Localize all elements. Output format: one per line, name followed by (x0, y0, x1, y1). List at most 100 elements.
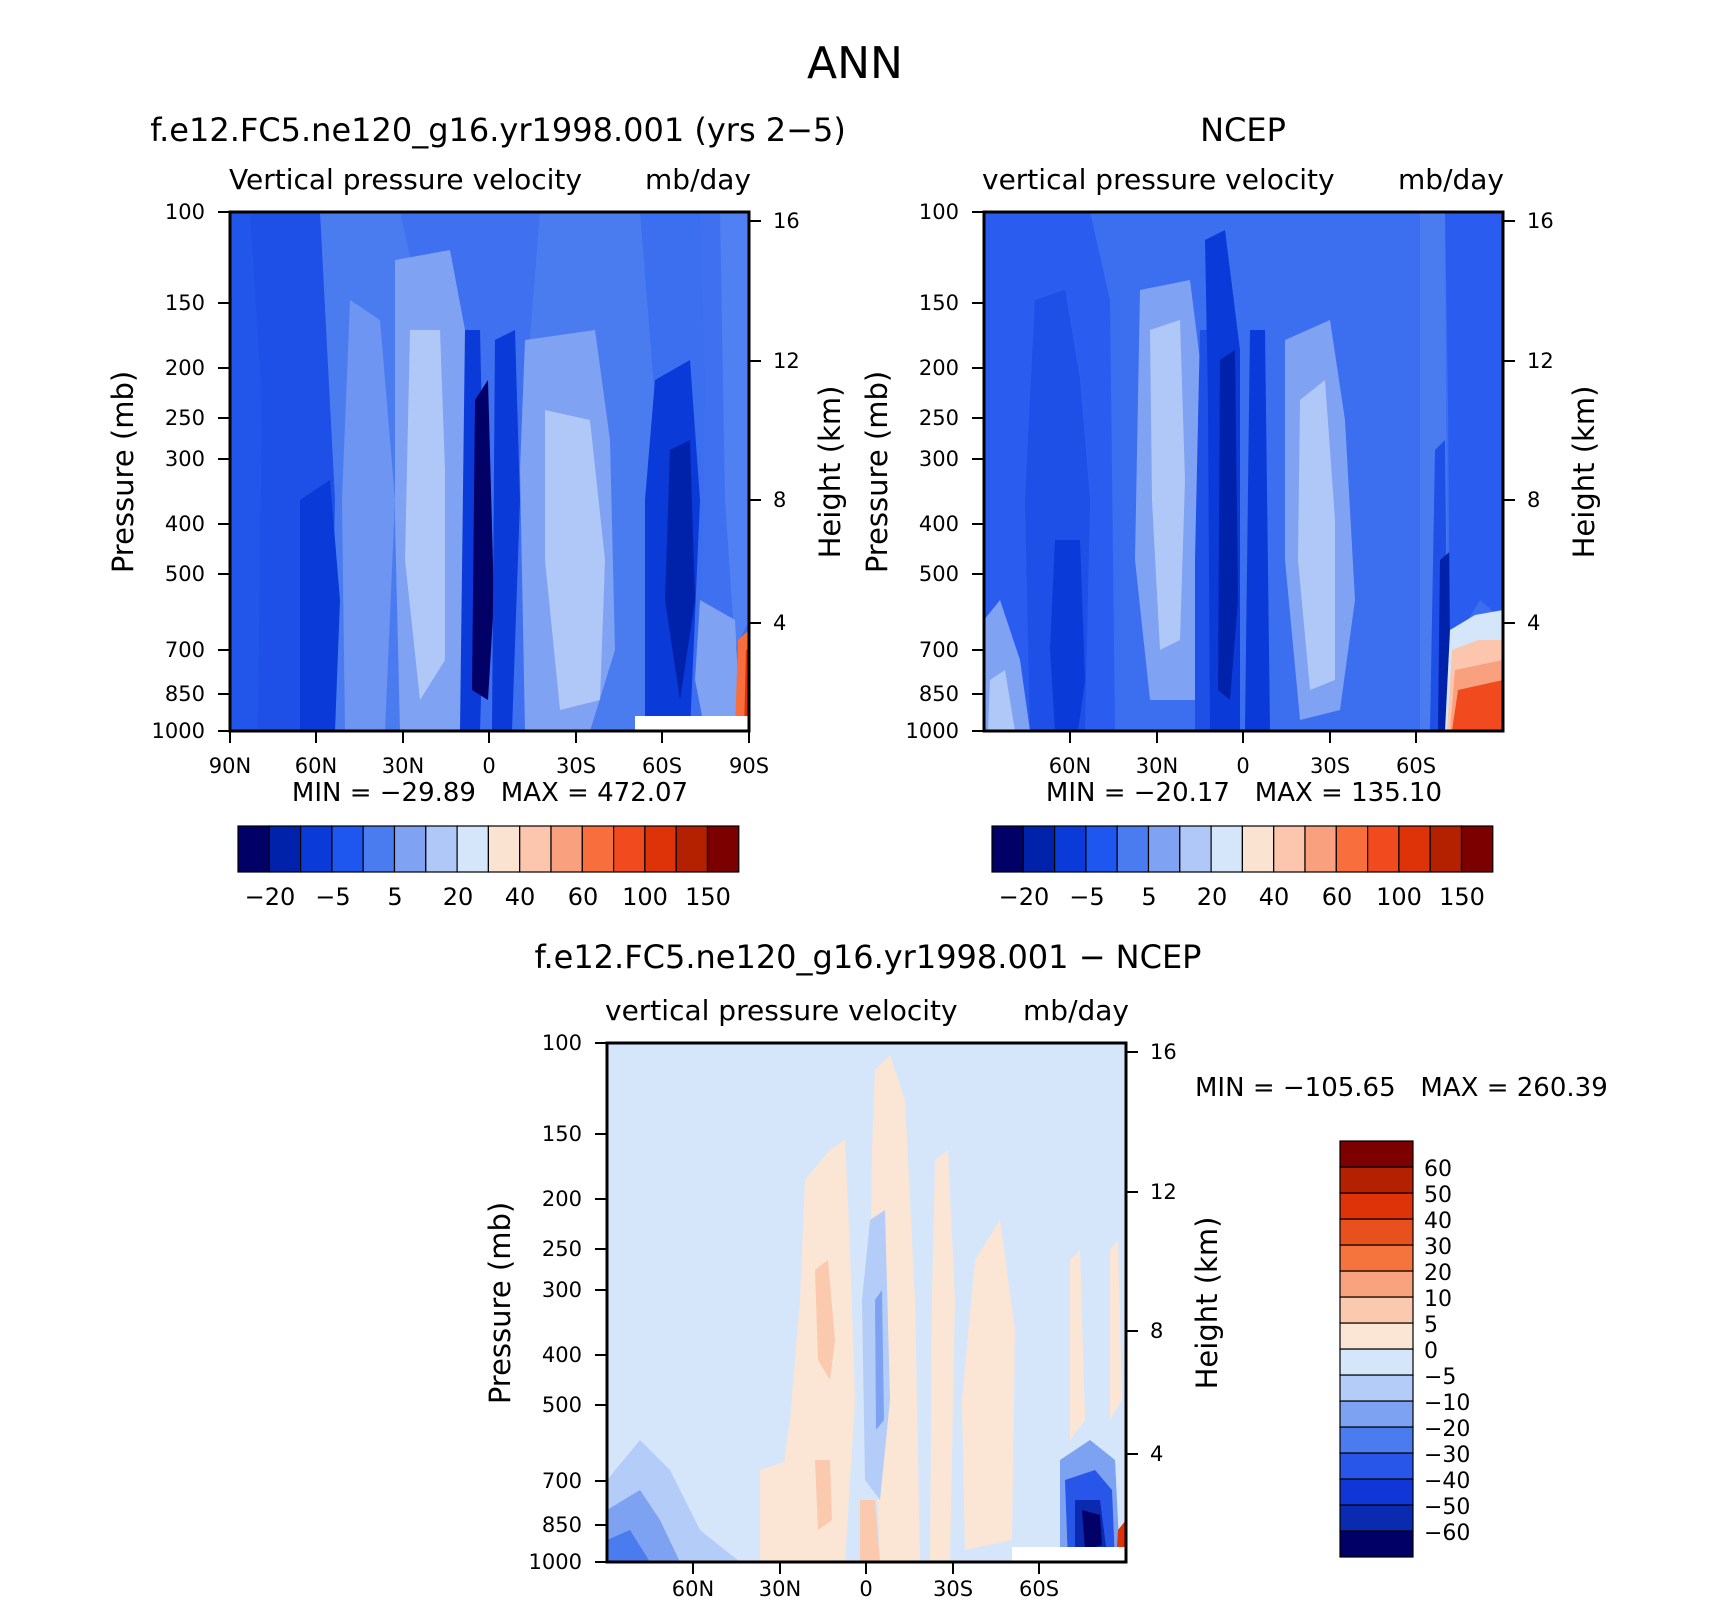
colorbar-bin (1116, 825, 1150, 873)
panel-diff-colorbar-label: −10 (1424, 1391, 1470, 1416)
panel-diff-ylabel: Pressure (mb) (483, 1202, 517, 1404)
panel-model-colorbar-label: 100 (622, 883, 668, 911)
colorbar-bin (1339, 1166, 1414, 1194)
panel-diff-colorbar-label: 10 (1424, 1287, 1452, 1312)
colorbar-bin (331, 825, 364, 873)
colorbar-bin (519, 825, 552, 873)
colorbar-bin (1339, 1530, 1414, 1558)
panel-model-colorbar-label: 5 (387, 883, 402, 911)
colorbar-bin (1339, 1426, 1414, 1454)
colorbar-bin (1022, 825, 1056, 873)
panel-ncep-title: NCEP (1200, 111, 1286, 149)
panel-ncep-ylabel: Pressure (mb) (860, 371, 894, 573)
panel-ncep-x-ticks: 60N 30N 0 30S 60S (1049, 731, 1436, 778)
panel-diff-y-ticks: 100 150 200 250 300 400 500 700 850 1000… (529, 1031, 1177, 1574)
panel-model-height-tick: 8 (773, 488, 786, 512)
panel-diff-ylabel-right: Height (km) (1190, 1217, 1224, 1390)
panel-diff-height-tick: 12 (1150, 1180, 1177, 1204)
panel-model-height-tick: 16 (773, 209, 800, 233)
panel-model-title: f.e12.FC5.ne120_g16.yr1998.001 (yrs 2−5) (150, 111, 846, 149)
panel-ncep-colorbar-label: 5 (1141, 883, 1156, 911)
panel-diff: f.e12.FC5.ne120_g16.yr1998.001 − NCEP ve… (483, 938, 1608, 1601)
colorbar-bin (456, 825, 490, 873)
panel-ncep-xtick: 60N (1049, 754, 1091, 778)
panel-ncep-colorbar-label: 20 (1197, 883, 1228, 911)
panel-model-subtitle-right: mb/day (645, 163, 751, 196)
panel-diff-ytick: 150 (542, 1122, 582, 1146)
colorbar-bin (1339, 1322, 1414, 1350)
panel-model-colorbar-label: −5 (315, 883, 350, 911)
colorbar-bin (1339, 1374, 1414, 1402)
panel-ncep-ytick: 250 (919, 406, 959, 430)
panel-model-xtick: 30N (382, 754, 424, 778)
panel-model-colorbar-label: −20 (245, 883, 296, 911)
colorbar-bin (487, 825, 521, 873)
panel-diff-colorbar-label: −60 (1424, 1521, 1470, 1546)
panel-model-ylabel: Pressure (mb) (106, 371, 140, 573)
panel-model-xtick: 60N (295, 754, 337, 778)
panel-diff-ytick: 200 (542, 1187, 582, 1211)
panel-ncep-xtick: 0 (1236, 754, 1249, 778)
panel-diff-ytick: 250 (542, 1237, 582, 1261)
colorbar-bin (425, 825, 458, 873)
panel-model-ytick: 700 (165, 638, 205, 662)
panel-ncep-stats: MIN = −20.17 MAX = 135.10 (1046, 778, 1442, 808)
panel-ncep-y-ticks: 100 150 200 250 300 400 500 700 850 1000… (906, 200, 1554, 743)
panel-diff-colorbar: 60 50 40 30 20 10 5 0 −5 −10 −20 −30 −40… (1339, 1140, 1470, 1558)
figure-title: ANN (807, 38, 903, 89)
panel-diff-x-ticks: 60N 30N 0 30S 60S (672, 1562, 1059, 1601)
panel-diff-colorbar-label: −5 (1424, 1365, 1456, 1390)
panel-ncep-colorbar-label: −5 (1069, 883, 1104, 911)
panel-model-colorbar-label: 150 (685, 883, 731, 911)
panel-model-colorbar-label: 40 (505, 883, 536, 911)
panel-ncep-colorbar: −20 −5 5 20 40 60 100 150 (991, 825, 1494, 911)
panel-model-xtick: 90S (729, 754, 769, 778)
panel-ncep-xtick: 30S (1310, 754, 1350, 778)
panel-diff-xtick: 0 (859, 1577, 872, 1601)
colorbar-bin (299, 825, 333, 873)
colorbar-bin (1339, 1218, 1414, 1246)
panel-model-ytick: 300 (165, 447, 205, 471)
panel-model-xtick: 0 (482, 754, 495, 778)
colorbar-bin (1339, 1244, 1414, 1272)
panel-diff-xtick: 30S (933, 1577, 973, 1601)
colorbar-bin (1339, 1400, 1414, 1428)
panel-ncep-colorbar-label: −20 (999, 883, 1050, 911)
panel-model-ytick: 1000 (152, 719, 205, 743)
panel-ncep: NCEP vertical pressure velocity mb/day (860, 111, 1601, 911)
panel-diff-height-tick: 8 (1150, 1319, 1163, 1343)
colorbar-bin (644, 825, 677, 873)
colorbar-bin (1339, 1478, 1414, 1506)
colorbar-bin (1335, 825, 1369, 873)
panel-ncep-xtick: 30N (1136, 754, 1178, 778)
panel-diff-title: f.e12.FC5.ne120_g16.yr1998.001 − NCEP (535, 938, 1202, 976)
colorbar-bin (362, 825, 396, 873)
panel-ncep-ytick: 500 (919, 562, 959, 586)
panel-diff-stats: MIN = −105.65 MAX = 260.39 (1195, 1073, 1608, 1103)
panel-diff-xtick: 30N (759, 1577, 801, 1601)
colorbar-bin (1210, 825, 1244, 873)
panel-ncep-height-tick: 12 (1527, 349, 1554, 373)
colorbar-bin (1179, 825, 1212, 873)
panel-diff-subtitle-left: vertical pressure velocity (605, 994, 958, 1027)
panel-diff-xtick: 60S (1019, 1577, 1059, 1601)
panel-diff-colorbar-label: 60 (1424, 1157, 1452, 1182)
panel-model-colorbar: −20 −5 5 20 40 60 100 150 (237, 825, 740, 911)
colorbar-bin (1241, 825, 1275, 873)
panel-model-xtick: 30S (556, 754, 596, 778)
panel-model-colorbar-label: 20 (443, 883, 474, 911)
panel-diff-colorbar-label: 40 (1424, 1209, 1452, 1234)
panel-diff-colorbar-label: 5 (1424, 1313, 1438, 1338)
colorbar-bin (1085, 825, 1118, 873)
panel-ncep-subtitle-left: vertical pressure velocity (982, 163, 1335, 196)
panel-diff-height-tick: 4 (1150, 1442, 1163, 1466)
panel-ncep-ytick: 200 (919, 356, 959, 380)
panel-diff-colorbar-label: 50 (1424, 1183, 1452, 1208)
panel-ncep-ytick: 400 (919, 512, 959, 536)
panel-diff-ytick: 700 (542, 1469, 582, 1493)
panel-diff-colorbar-label: 30 (1424, 1235, 1452, 1260)
panel-model-ytick: 200 (165, 356, 205, 380)
colorbar-bin (1339, 1296, 1414, 1324)
panel-ncep-ytick: 100 (919, 200, 959, 224)
panel-ncep-xtick: 60S (1396, 754, 1436, 778)
